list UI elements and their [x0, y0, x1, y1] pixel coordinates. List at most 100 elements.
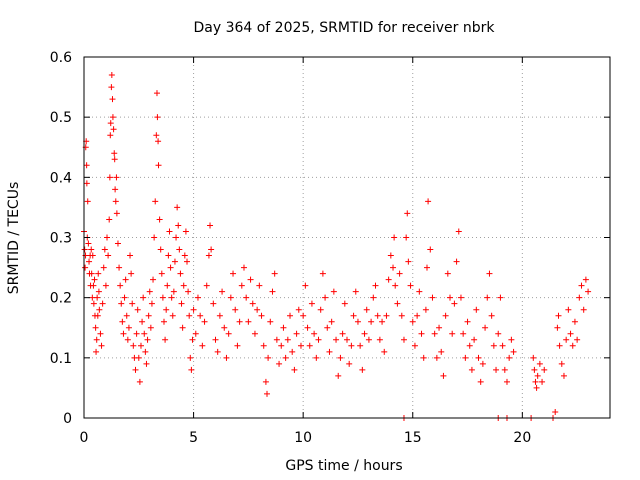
data-point [194, 294, 201, 301]
data-point [133, 330, 140, 337]
data-point [436, 324, 443, 331]
data-point [363, 306, 370, 313]
data-point [188, 366, 195, 373]
y-tick-label: 0.2 [50, 291, 72, 307]
data-point [565, 306, 572, 313]
data-point [438, 348, 445, 355]
data-point [144, 336, 151, 343]
data-point [245, 318, 252, 325]
data-point [143, 360, 150, 367]
data-point [405, 258, 412, 265]
data-point [440, 372, 447, 379]
data-point [462, 354, 469, 361]
data-point [300, 312, 307, 319]
data-point [146, 288, 153, 295]
data-point [287, 312, 294, 319]
data-point [284, 336, 291, 343]
data-point [304, 324, 311, 331]
data-point [442, 312, 449, 319]
data-point [113, 174, 120, 181]
data-point [350, 312, 357, 319]
data-point [109, 96, 116, 103]
data-point [359, 366, 366, 373]
data-point [152, 198, 159, 205]
data-point [232, 306, 239, 313]
data-point [315, 336, 322, 343]
data-point [555, 312, 562, 319]
data-point [473, 306, 480, 313]
data-point [175, 222, 182, 229]
data-point [335, 372, 342, 379]
data-point [453, 258, 460, 265]
data-point [230, 270, 237, 277]
data-point [468, 366, 475, 373]
data-point [552, 408, 559, 415]
data-point [539, 378, 546, 385]
data-point [556, 342, 563, 349]
y-tick-label: 0 [63, 411, 72, 427]
data-point [493, 366, 500, 373]
data-point [199, 342, 206, 349]
data-point [210, 300, 217, 307]
data-point [118, 300, 125, 307]
data-point [460, 330, 467, 337]
data-point [112, 186, 119, 193]
data-point [135, 354, 142, 361]
data-point [205, 252, 212, 259]
data-point [396, 270, 403, 277]
data-point [102, 282, 109, 289]
data-point [534, 372, 541, 379]
data-point [510, 348, 517, 355]
data-point [420, 354, 427, 361]
data-point [280, 324, 287, 331]
data-point [379, 318, 386, 325]
data-point [368, 318, 375, 325]
data-point [119, 318, 126, 325]
data-point [96, 306, 103, 313]
data-point [260, 342, 267, 349]
data-point [167, 264, 174, 271]
data-point [574, 336, 581, 343]
data-point [212, 336, 219, 343]
data-point [94, 312, 101, 319]
data-point [110, 126, 117, 133]
data-point [416, 288, 423, 295]
data-point [267, 318, 274, 325]
data-point [157, 246, 164, 253]
data-point [117, 282, 124, 289]
data-point [508, 336, 515, 343]
data-point [95, 288, 102, 295]
data-point [91, 276, 98, 283]
data-point [106, 174, 113, 181]
data-point [346, 360, 353, 367]
data-point [251, 330, 258, 337]
data-point [503, 378, 510, 385]
data-point [154, 114, 161, 121]
data-point [234, 342, 241, 349]
data-point [140, 294, 147, 301]
data-point [109, 114, 116, 121]
data-point [278, 342, 285, 349]
data-point [107, 120, 114, 127]
data-point [207, 222, 214, 229]
data-point [247, 276, 254, 283]
data-point [165, 252, 172, 259]
data-point [391, 234, 398, 241]
data-point [429, 294, 436, 301]
data-point [499, 342, 506, 349]
data-point [354, 318, 361, 325]
data-point [221, 324, 228, 331]
data-point [271, 270, 278, 277]
data-point [113, 210, 120, 217]
data-point [90, 282, 97, 289]
data-point [155, 138, 162, 145]
data-point [197, 312, 204, 319]
data-point [554, 324, 561, 331]
data-point [141, 330, 148, 337]
data-point [186, 312, 193, 319]
data-point [90, 300, 97, 307]
data-point [269, 288, 276, 295]
data-point [541, 366, 548, 373]
data-point [159, 294, 166, 301]
